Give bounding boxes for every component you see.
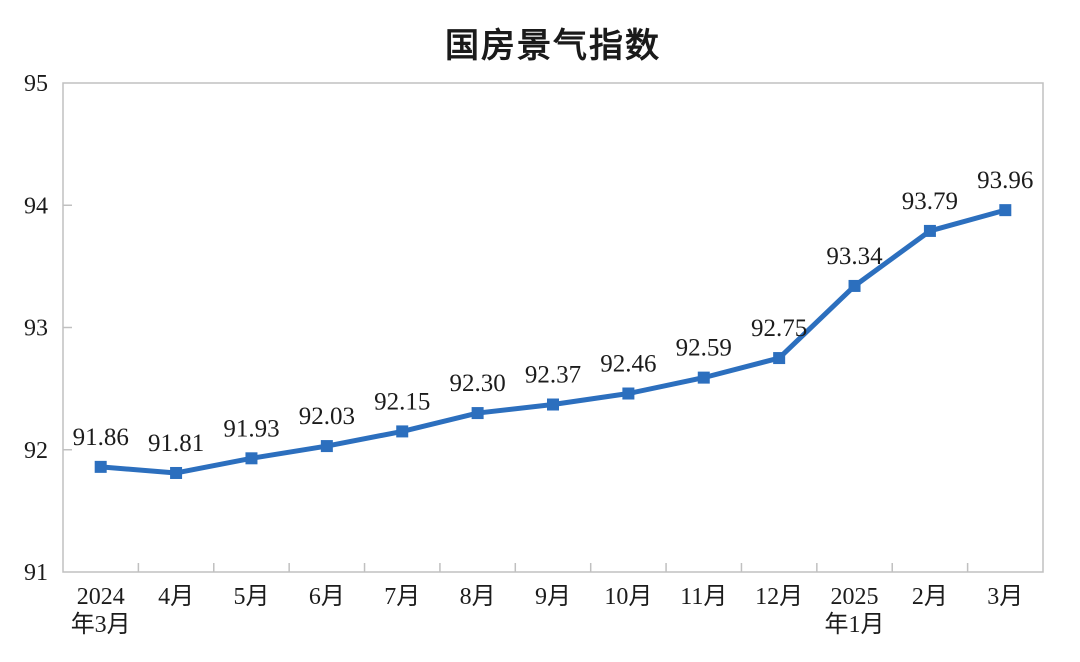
data-point-marker xyxy=(94,460,107,473)
x-axis-tick-label: 8月 xyxy=(460,584,496,610)
data-point-label: 92.03 xyxy=(299,403,355,430)
x-axis-tick-label: 4月 xyxy=(158,584,194,610)
x-axis-tick-label: 2025 年1月 xyxy=(825,584,885,638)
data-point-marker xyxy=(547,398,559,411)
data-point-label: 93.96 xyxy=(977,167,1033,194)
data-point-marker xyxy=(170,466,183,479)
x-axis-tick-label: 10月 xyxy=(604,584,652,610)
x-axis-tick-label: 9月 xyxy=(535,584,571,610)
data-point-label: 92.30 xyxy=(449,370,505,397)
data-point-label: 92.75 xyxy=(751,315,807,342)
data-point-marker xyxy=(773,352,786,365)
data-point-marker xyxy=(471,407,484,420)
x-axis-tick-label: 7月 xyxy=(384,584,420,610)
x-axis-tick-label: 3月 xyxy=(987,584,1023,610)
chart-title: 国房景气指数 xyxy=(445,28,661,65)
data-point-label: 92.46 xyxy=(600,351,656,378)
y-axis-tick-label: 94 xyxy=(24,193,48,219)
y-axis-tick-label: 92 xyxy=(24,438,48,464)
data-point-label: 92.59 xyxy=(676,335,732,362)
data-point-label: 92.37 xyxy=(525,362,581,389)
data-point-marker xyxy=(245,452,258,465)
x-axis-tick-label: 2024 年3月 xyxy=(71,584,131,638)
x-axis-tick-label: 5月 xyxy=(233,584,269,610)
data-point-label: 91.81 xyxy=(148,430,204,457)
y-axis-tick-label: 91 xyxy=(24,560,48,586)
x-axis-tick-label: 2月 xyxy=(912,584,948,610)
plot-border xyxy=(62,82,1044,573)
x-axis-tick-label: 12月 xyxy=(755,584,803,610)
data-point-label: 92.15 xyxy=(374,388,430,415)
y-axis-tick-label: 95 xyxy=(24,71,48,97)
data-point-label: 91.86 xyxy=(73,424,129,451)
x-axis-tick-label: 6月 xyxy=(309,584,345,610)
data-point-marker xyxy=(396,425,409,438)
data-point-marker xyxy=(320,440,333,453)
data-point-marker xyxy=(848,279,861,292)
data-point-marker xyxy=(923,224,936,237)
x-axis-tick-label: 11月 xyxy=(680,584,727,610)
data-point-label: 93.79 xyxy=(902,188,958,215)
data-point-marker xyxy=(697,371,710,384)
data-point-marker xyxy=(999,204,1012,217)
data-point-label: 91.93 xyxy=(223,415,279,442)
data-point-marker xyxy=(622,387,635,400)
y-axis-tick-label: 93 xyxy=(24,316,48,342)
data-point-label: 93.34 xyxy=(826,243,883,270)
